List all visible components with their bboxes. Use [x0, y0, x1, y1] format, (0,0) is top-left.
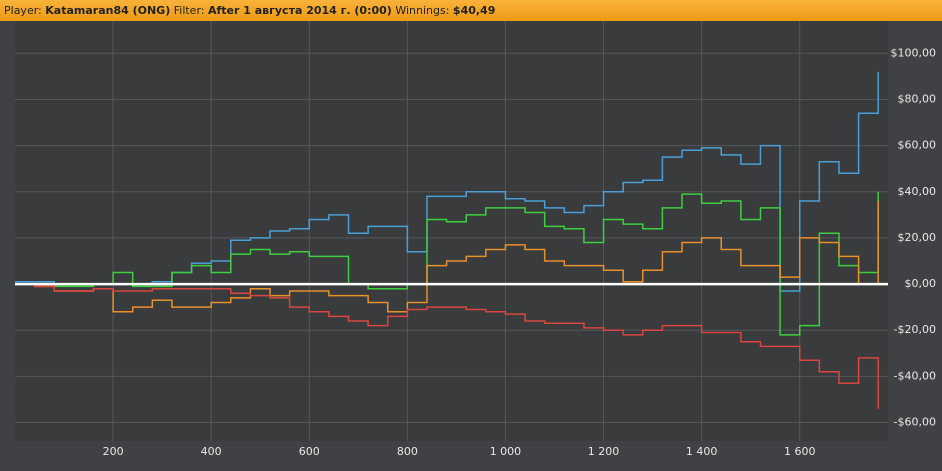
- y-tick-label: $80,00: [898, 92, 937, 105]
- y-tick-label: -$60,00: [894, 416, 936, 429]
- y-tick-label: $0,00: [905, 277, 937, 290]
- series-line: [15, 71, 879, 292]
- winnings: $40,49: [452, 4, 496, 17]
- label: Winnings:: [395, 4, 450, 17]
- label: Filter:: [173, 4, 205, 17]
- filter: After 1 августа 2014 г. (0:00): [208, 4, 392, 17]
- x-tick-label: 400: [201, 445, 222, 458]
- x-tick-label: 1 000: [490, 445, 522, 458]
- x-tick-label: 1 600: [784, 445, 816, 458]
- x-tick-label: 1 200: [588, 445, 620, 458]
- series-line: [15, 191, 879, 336]
- header-bar: Player: Katamaran84 (ONG) Filter: After …: [0, 0, 942, 21]
- label: Player:: [4, 4, 42, 17]
- x-tick-label: 800: [397, 445, 418, 458]
- y-tick-label: $40,00: [898, 185, 937, 198]
- player: Katamaran84 (ONG): [45, 4, 171, 17]
- y-tick-label: $100,00: [891, 46, 937, 59]
- y-tick-label: $60,00: [898, 139, 937, 152]
- x-tick-label: 200: [103, 445, 124, 458]
- series-line: [15, 283, 879, 409]
- y-tick-label: -$40,00: [894, 369, 936, 382]
- x-tick-label: 1 400: [686, 445, 718, 458]
- x-tick-label: 600: [299, 445, 320, 458]
- plot-area: [15, 21, 888, 441]
- chart: $100,00 $80,00 $60,00 $40,00 $20,00 $0,00 -$20…: [15, 21, 937, 458]
- y-tick-label: -$20,00: [894, 323, 936, 336]
- series-line: [15, 201, 879, 313]
- y-tick-label: $20,00: [898, 231, 937, 244]
